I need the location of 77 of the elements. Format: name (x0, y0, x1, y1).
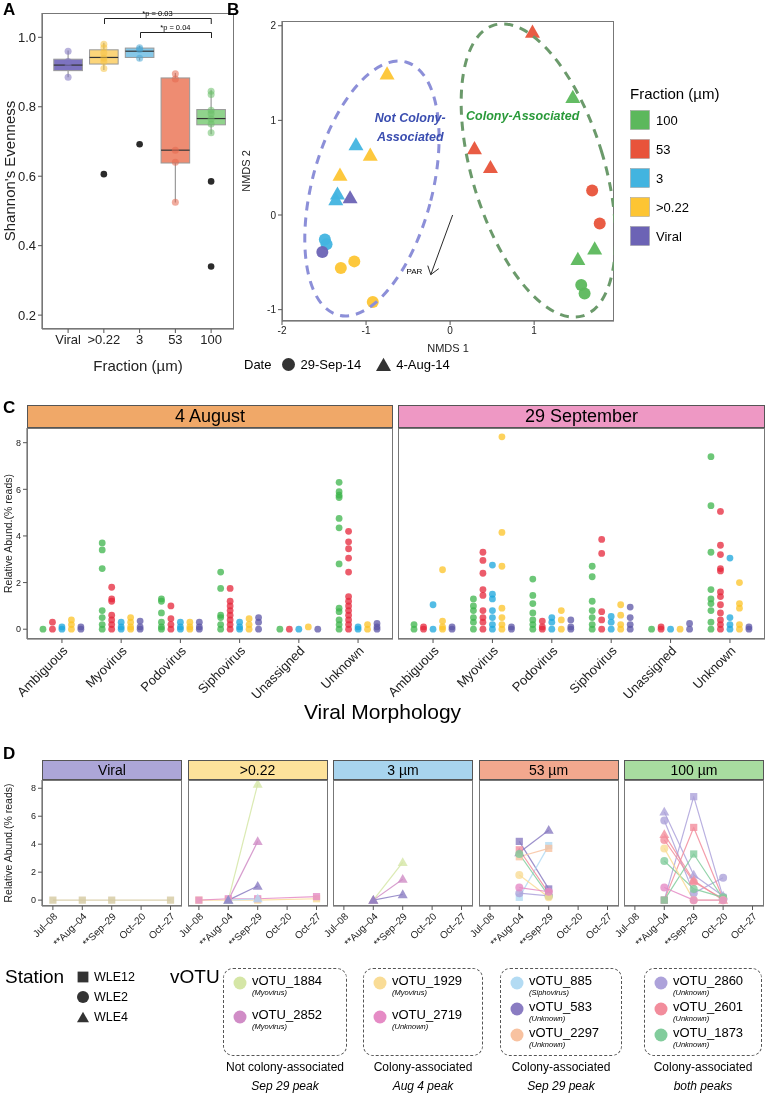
category-label: vOTU_2297 (529, 1025, 600, 1040)
y-axis-title: Relative Abund.(% reads) (1, 783, 14, 903)
text: Station (5, 966, 65, 988)
x-tick-label: 3 (135, 332, 144, 348)
x-tick-label: >0.22 (87, 332, 121, 348)
category-label: vOTU_1884 (252, 973, 323, 988)
x-tick-label: 53 (168, 332, 183, 348)
text: Colony-associated Sep 29 peak (510, 1059, 612, 1095)
text: D (3, 744, 16, 764)
y-tick-label: -1 (267, 304, 277, 316)
x-tick-label: -1 (361, 325, 371, 337)
category-label: vOTU_885 (529, 973, 592, 988)
annotation: Not Colony-Associated (373, 110, 447, 146)
legend-label: 3 (656, 170, 664, 186)
y-tick-label: 1 (270, 114, 277, 126)
y-tick-label: 0.2 (17, 307, 36, 323)
category-label: vOTU_1929 (392, 973, 463, 988)
text: 4-Aug-14 (396, 357, 450, 372)
annotation: B (227, 0, 240, 20)
legend-label: 100 (656, 112, 678, 128)
annotation: PAR (406, 267, 423, 277)
y-tick-label: 4 (15, 531, 21, 542)
x-tick-label: 100 (200, 332, 222, 348)
y-tick-label: 8 (30, 783, 36, 794)
chart-title: 3 µm (333, 760, 473, 780)
chart-title: 29 September (398, 405, 765, 428)
y-tick-label: 0 (270, 209, 277, 221)
y-tick-label: 0.6 (17, 168, 36, 184)
legend-label: >0.22 (656, 199, 689, 215)
legend-label: 53 (656, 141, 671, 157)
y-tick-label: 0.8 (17, 99, 36, 115)
y-tick-label: 8 (15, 437, 21, 448)
category-label: vOTU_2601 (673, 999, 744, 1014)
category-label: vOTU_2852 (252, 1007, 323, 1022)
category-label: vOTU_583 (529, 999, 592, 1014)
text: Colony-associated Aug 4 peak (372, 1059, 474, 1095)
category-label: vOTU_2719 (392, 1007, 463, 1022)
chart-title: >0.22 (187, 760, 328, 780)
text: WLE2 (94, 990, 129, 1004)
x-axis-title: Viral Morphology (303, 700, 462, 723)
y-tick-label: 4 (30, 839, 36, 850)
text: A (3, 0, 16, 20)
legend-title: Fraction (µm) (630, 85, 720, 102)
x-tick-label: 0 (447, 325, 454, 337)
y-axis-title: NMDS 2 (239, 150, 252, 192)
text: Colony-associated both peaks (652, 1059, 754, 1095)
text: Not colony-associated Sep 29 peak (224, 1059, 346, 1095)
text: 29-Sep-14 (300, 357, 362, 372)
text: WLE4 (94, 1010, 129, 1024)
text: C (3, 398, 16, 418)
y-tick-label: 0.4 (17, 238, 36, 254)
x-tick-label: -2 (277, 325, 287, 337)
y-tick-label: 2 (15, 577, 21, 588)
y-tick-label: 2 (30, 867, 36, 878)
y-tick-label: 0 (30, 895, 36, 906)
chart-title: Viral (42, 760, 182, 780)
x-tick-label: 1 (531, 325, 538, 337)
x-axis-title: Fraction (µm) (93, 357, 183, 374)
legend-label: Viral (656, 228, 682, 244)
text: Date (244, 357, 272, 372)
y-axis-title: Shannon's Evenness (1, 100, 19, 242)
y-tick-label: 6 (15, 484, 21, 495)
y-tick-label: 6 (30, 811, 36, 822)
category-label: vOTU_2860 (673, 973, 744, 988)
chart-title: 4 August (27, 405, 393, 428)
y-tick-label: 1.0 (17, 29, 36, 45)
category-label: vOTU_1873 (673, 1025, 744, 1040)
y-tick-label: 2 (270, 20, 277, 32)
y-tick-label: 0 (15, 624, 21, 635)
x-tick-label: Viral (55, 332, 82, 348)
text: WLE12 (94, 970, 135, 984)
y-axis-title: Relative Abund.(% reads) (1, 473, 14, 594)
x-axis-title: NMDS 1 (427, 342, 469, 354)
text: vOTU (170, 966, 220, 988)
annotation: Colony-Associated (465, 109, 581, 123)
chart-title: 53 µm (478, 760, 619, 780)
chart-title: 100 µm (624, 760, 764, 780)
